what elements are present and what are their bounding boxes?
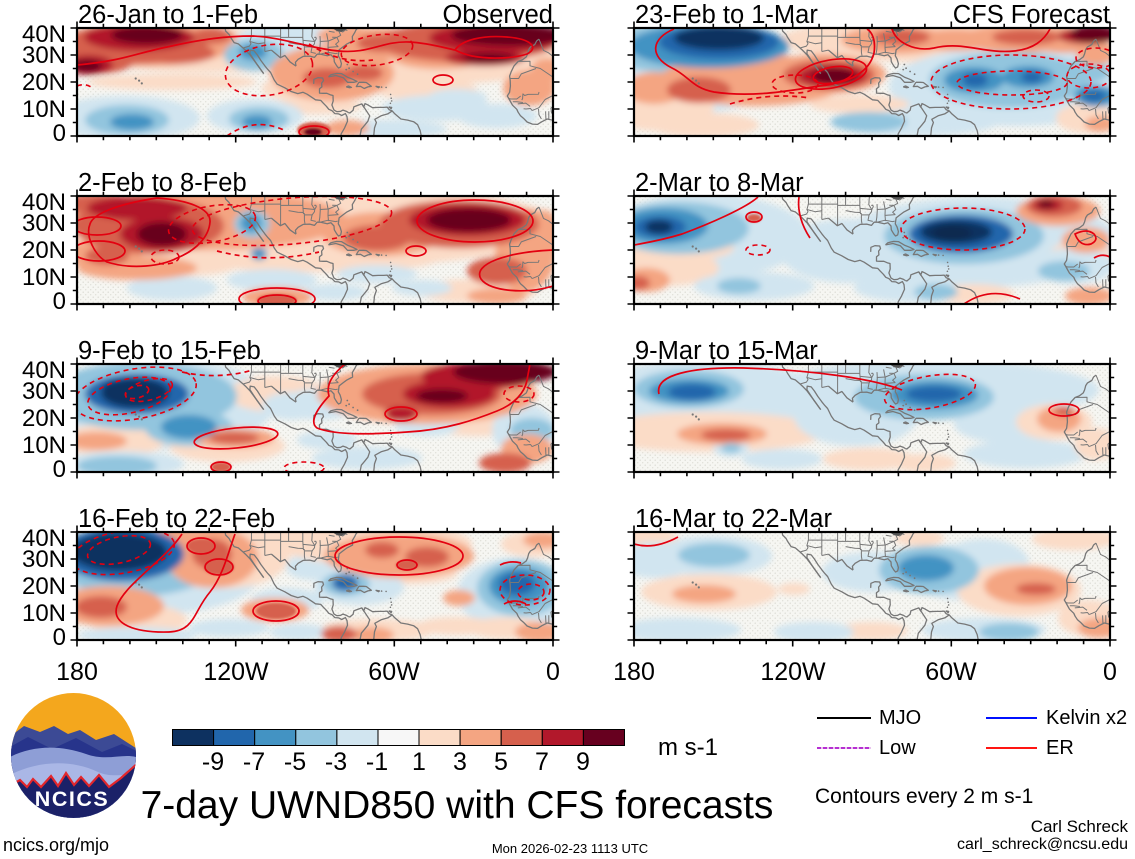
svg-text:NCICS: NCICS	[35, 787, 109, 811]
